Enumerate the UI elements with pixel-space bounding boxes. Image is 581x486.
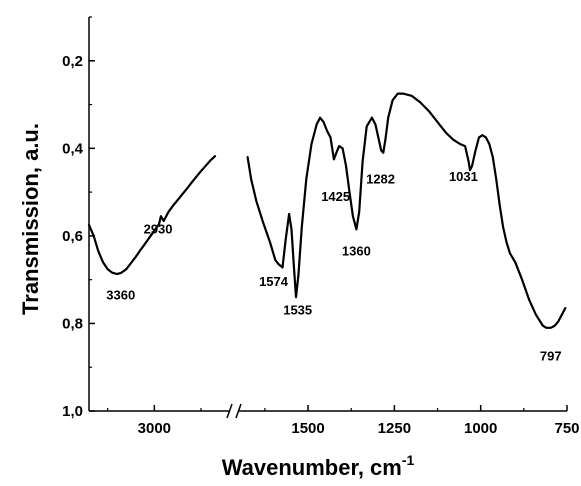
- annotation-layer: 3360 2930 1574 1535 1425 1360 1282 1031 797: [106, 169, 561, 363]
- y-tick-label: 0,2: [62, 53, 83, 70]
- spectrum-line-segment: [87, 155, 217, 276]
- x-tick-label: 3000: [138, 420, 171, 437]
- peak-label: 1425: [321, 189, 350, 204]
- y-tick-label: 0,4: [62, 140, 84, 157]
- peak-label: 1535: [283, 303, 312, 318]
- y-tick-label: 0,6: [62, 228, 83, 245]
- axis-break-mark: [226, 403, 242, 419]
- plot-area: [88, 17, 567, 419]
- peak-label: 2930: [144, 222, 173, 237]
- x-axis-title: Wavenumber, cm-1: [222, 452, 415, 480]
- series-layer: [87, 92, 567, 329]
- x-axis-title-superscript: -1: [402, 452, 415, 468]
- peak-label: 1031: [449, 169, 478, 184]
- peak-label: 3360: [106, 287, 135, 302]
- x-axis-title-main: Wavenumber, cm: [222, 455, 402, 480]
- x-tick-label: 1000: [464, 420, 497, 437]
- spectrum-line-segment: [246, 92, 567, 329]
- y-tick-label: 0,8: [62, 315, 83, 332]
- peak-label: 1360: [342, 244, 371, 259]
- peak-label: 1282: [366, 171, 395, 186]
- y-ticks: 0,2 0,4 0,6 0,8 1,0: [62, 16, 95, 420]
- x-tick-label: 1500: [291, 420, 324, 437]
- x-ticks: 3000 1500 1250 1000 750: [107, 405, 580, 437]
- peak-label: 797: [540, 349, 562, 364]
- y-tick-label: 1,0: [62, 403, 83, 420]
- x-tick-label: 750: [554, 420, 579, 437]
- y-axis-title: Transmission, a.u.: [18, 123, 43, 315]
- x-tick-label: 1250: [378, 420, 411, 437]
- peak-label: 1574: [259, 274, 289, 289]
